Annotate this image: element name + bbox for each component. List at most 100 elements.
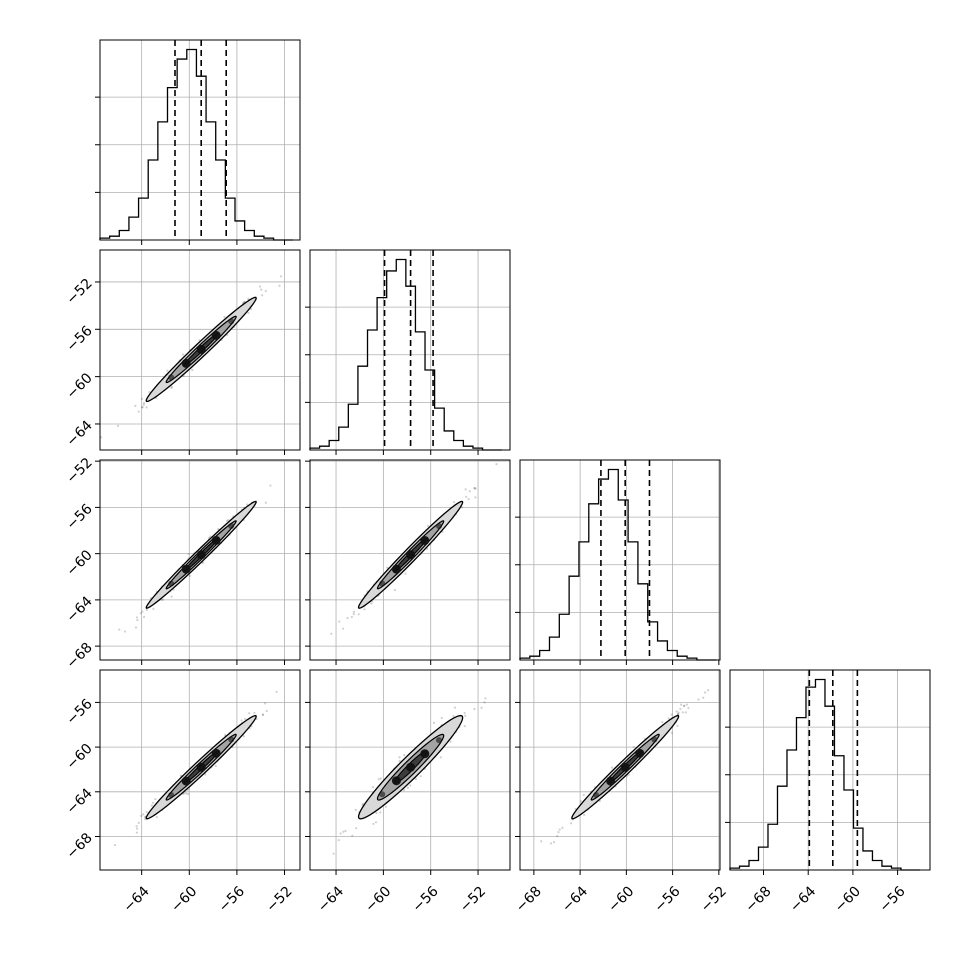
scatter-point: [352, 612, 355, 616]
scatter-point: [152, 607, 155, 610]
scatter-point: [261, 713, 265, 716]
scatter-point: [677, 712, 680, 716]
scatter-point: [484, 697, 487, 700]
density-peak: [406, 550, 416, 560]
scatter-point: [244, 717, 247, 721]
density-peak: [168, 374, 175, 381]
scatter-point: [474, 496, 477, 499]
scatter-point: [467, 498, 470, 501]
density-peak: [406, 762, 416, 772]
y-tick-label: −56: [64, 696, 96, 728]
scatter-point: [549, 842, 553, 845]
scatter-point: [246, 503, 249, 506]
scatter-point: [150, 804, 153, 807]
scatter-point: [201, 561, 205, 564]
panel-background: [100, 40, 300, 240]
scatter-point: [357, 613, 360, 616]
density-peak: [228, 318, 235, 325]
scatter-point: [142, 813, 145, 816]
scatter-point: [258, 285, 262, 288]
scatter-point: [141, 610, 144, 613]
scatter-cloud: [118, 484, 272, 633]
density-peak: [435, 737, 442, 744]
scatter-point: [141, 406, 144, 409]
panel-frame: [99, 459, 301, 661]
scatter-point: [402, 788, 406, 792]
x-tick-label: −52: [457, 883, 489, 915]
density-peak: [635, 748, 645, 758]
scatter-point: [683, 705, 686, 708]
density-peak: [379, 580, 386, 587]
scatter-point: [140, 397, 143, 400]
histogram-steps: [99, 48, 293, 241]
scatter-point: [337, 838, 340, 842]
scatter-point: [116, 424, 120, 427]
scatter-point: [135, 616, 139, 619]
x-tick-label: −64: [559, 883, 591, 915]
x-tick-label: −60: [362, 883, 394, 915]
scatter-panel-2-3: [519, 669, 721, 871]
scatter-point: [404, 572, 407, 575]
scatter-point: [355, 827, 358, 830]
scatter-point: [464, 714, 467, 717]
scatter-point: [140, 405, 144, 409]
x-tick-label: −60: [832, 883, 864, 915]
scatter-point: [346, 616, 349, 620]
density-peak: [211, 748, 221, 758]
density-peak: [620, 762, 630, 772]
scatter-point: [676, 713, 680, 716]
scatter-point: [386, 566, 389, 569]
scatter-point: [552, 841, 556, 844]
scatter-point: [352, 610, 356, 613]
scatter-point: [374, 821, 378, 824]
scatter-point: [351, 834, 354, 837]
scatter-point: [188, 574, 192, 577]
histogram-panel-3: [725, 669, 931, 871]
scatter-point: [452, 715, 455, 718]
scatter-point: [439, 756, 442, 759]
scatter-point: [480, 706, 483, 709]
scatter-point: [186, 792, 190, 796]
scatter-point: [142, 403, 145, 406]
density-peak: [196, 762, 206, 772]
density-peak: [181, 564, 191, 574]
density-peak: [420, 535, 430, 545]
scatter-point: [264, 501, 267, 504]
density-peak: [228, 522, 235, 529]
density-peak: [181, 776, 191, 786]
x-tick-label: −64: [121, 883, 153, 915]
scatter-point: [170, 386, 173, 390]
x-tick-label: −64: [787, 883, 819, 915]
scatter-point: [139, 612, 142, 615]
panel-frame: [309, 249, 511, 451]
scatter-point: [463, 724, 466, 728]
panel-frame: [729, 669, 931, 871]
density-peak: [168, 580, 175, 587]
scatter-point: [667, 717, 670, 720]
scatter-point: [682, 704, 686, 707]
scatter-point: [227, 518, 230, 522]
scatter-point: [453, 501, 456, 504]
scatter-panel-0-3: [99, 669, 301, 871]
y-tick-label: −64: [64, 418, 96, 450]
scatter-point: [191, 368, 194, 372]
scatter-point: [269, 484, 272, 487]
scatter-point: [432, 721, 436, 724]
scatter-point: [684, 711, 687, 714]
scatter-point: [473, 486, 476, 490]
scatter-point: [561, 826, 564, 829]
scatter-point: [155, 815, 158, 819]
y-tick-label: −68: [64, 830, 96, 862]
x-tick-label: −64: [315, 883, 347, 915]
scatter-point: [253, 711, 256, 714]
scatter-point: [403, 754, 406, 757]
scatter-point: [342, 830, 345, 833]
scatter-point: [398, 759, 401, 763]
scatter-point: [473, 707, 476, 711]
scatter-point: [685, 703, 688, 706]
scatter-point: [223, 315, 226, 318]
scatter-point: [582, 793, 585, 797]
panel-frame: [309, 669, 511, 871]
scatter-point: [342, 627, 345, 630]
y-tick-label: −60: [64, 547, 96, 579]
